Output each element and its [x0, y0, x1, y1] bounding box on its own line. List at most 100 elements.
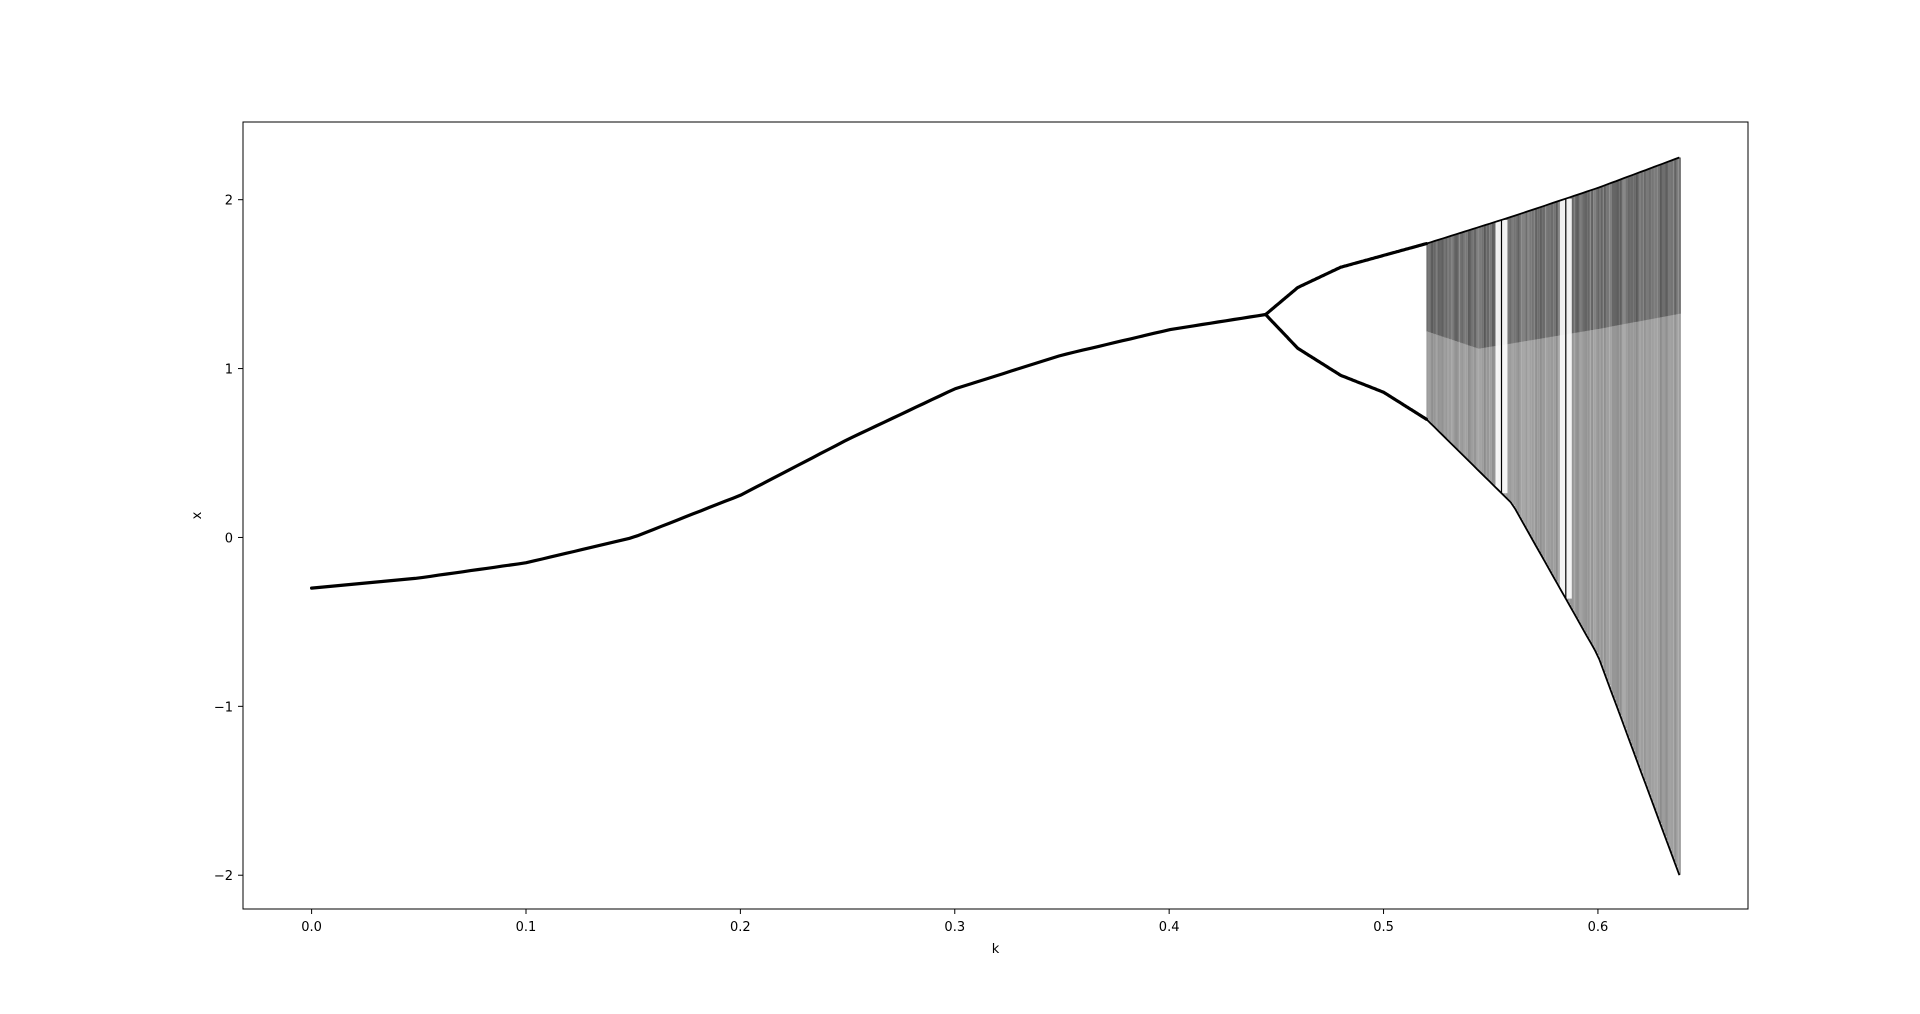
chaos-column: [1629, 176, 1632, 741]
x-tick-label: 0.1: [516, 920, 537, 935]
chaos-core: [1626, 177, 1629, 324]
chaos-core: [1676, 158, 1678, 315]
chaos-core: [1556, 201, 1558, 336]
chaos-core: [1479, 227, 1481, 349]
chaos-core: [1530, 210, 1533, 341]
chaos-core: [1509, 217, 1512, 344]
chaos-column: [1624, 177, 1627, 729]
chaos-core: [1644, 170, 1646, 321]
chaos-core: [1557, 201, 1560, 336]
chaos-column: [1573, 196, 1576, 613]
chaos-core: [1599, 187, 1601, 329]
chaos-core: [1442, 238, 1445, 337]
chaos-column: [1527, 211, 1529, 531]
chaos-core: [1613, 182, 1616, 326]
chaos-core: [1588, 191, 1590, 331]
chaos-core: [1488, 223, 1491, 347]
chaos-column: [1437, 240, 1440, 431]
chaos-column: [1431, 242, 1433, 424]
chaos-core: [1456, 234, 1459, 342]
chaos-column: [1428, 243, 1430, 421]
chaos-column: [1448, 236, 1451, 442]
chaos-column: [1450, 236, 1453, 443]
chaos-column: [1493, 222, 1496, 486]
chaos-core: [1679, 157, 1681, 314]
chaos-column: [1538, 207, 1541, 551]
chaos-core: [1466, 231, 1469, 345]
chaos-core: [1610, 183, 1613, 327]
chaos-column: [1532, 209, 1534, 539]
chaos-column: [1509, 217, 1512, 502]
chaos-column: [1474, 228, 1477, 467]
chaos-core: [1604, 185, 1606, 328]
chaos-column: [1671, 160, 1673, 854]
chaos-column: [1485, 224, 1488, 478]
chaos-column: [1464, 231, 1467, 458]
chaos-core: [1493, 222, 1496, 347]
chaos-core: [1616, 180, 1619, 326]
chaos-core: [1522, 213, 1525, 342]
chaos-core: [1631, 175, 1633, 323]
chaos-column: [1626, 177, 1629, 733]
chaos-column: [1512, 216, 1515, 505]
chaos-column: [1663, 163, 1665, 832]
chaos-core: [1596, 188, 1598, 330]
chaos-column: [1632, 174, 1635, 750]
chaos-core: [1528, 211, 1531, 341]
chaos-core: [1543, 206, 1545, 339]
chaos-core: [1632, 174, 1635, 323]
chaos-core: [1516, 215, 1518, 343]
chaos-column: [1442, 238, 1445, 435]
chaos-column: [1426, 243, 1429, 420]
chaos-column: [1484, 225, 1486, 476]
chaos-core: [1608, 183, 1611, 327]
envelope-lower: [1425, 418, 1681, 876]
chaos-core: [1554, 202, 1557, 337]
chaos-column: [1639, 172, 1641, 767]
chaos-column: [1616, 180, 1619, 707]
chaos-core: [1429, 242, 1432, 333]
chaos-core: [1533, 209, 1536, 340]
chaos-core: [1511, 216, 1513, 344]
plot-points-layer: [310, 156, 1681, 876]
chaos-column: [1655, 166, 1657, 811]
chaos-core: [1615, 181, 1617, 326]
chaos-column: [1520, 213, 1523, 519]
chaos-column: [1447, 237, 1449, 440]
chaos-column: [1669, 161, 1672, 849]
chaos-column: [1530, 210, 1533, 536]
chaos-column: [1517, 214, 1520, 514]
chaos-core: [1640, 171, 1643, 321]
chaos-column: [1575, 195, 1577, 616]
chaos-column: [1434, 241, 1437, 428]
envelope-upper: [1426, 156, 1680, 245]
chaos-column: [1602, 186, 1605, 668]
chaos-column: [1556, 201, 1558, 582]
x-axis-label: k: [992, 942, 1000, 957]
chaos-core: [1546, 205, 1549, 338]
chaos-column: [1674, 159, 1677, 862]
chaos-core: [1664, 162, 1667, 317]
chaos-core: [1669, 161, 1672, 316]
chaos-column: [1615, 181, 1617, 703]
chaos-core: [1656, 165, 1659, 318]
chaos-column: [1613, 182, 1616, 698]
chaos-column: [1540, 207, 1542, 554]
chaos-core: [1434, 241, 1437, 335]
chaos-core: [1490, 223, 1493, 347]
chaos-core: [1594, 189, 1597, 330]
chaos-column: [1429, 242, 1432, 423]
chaos-core: [1426, 243, 1429, 332]
chaos-core: [1583, 192, 1585, 332]
chaos-core: [1477, 227, 1480, 349]
chaos-core: [1663, 163, 1665, 317]
chaos-column: [1432, 241, 1435, 426]
chaos-core: [1444, 238, 1446, 338]
chaos-column: [1557, 201, 1560, 585]
chaos-column: [1528, 211, 1531, 534]
chaos-column: [1476, 228, 1478, 469]
chaos-column: [1533, 209, 1536, 542]
chaos-core: [1484, 225, 1486, 348]
chaos-column: [1581, 193, 1584, 627]
